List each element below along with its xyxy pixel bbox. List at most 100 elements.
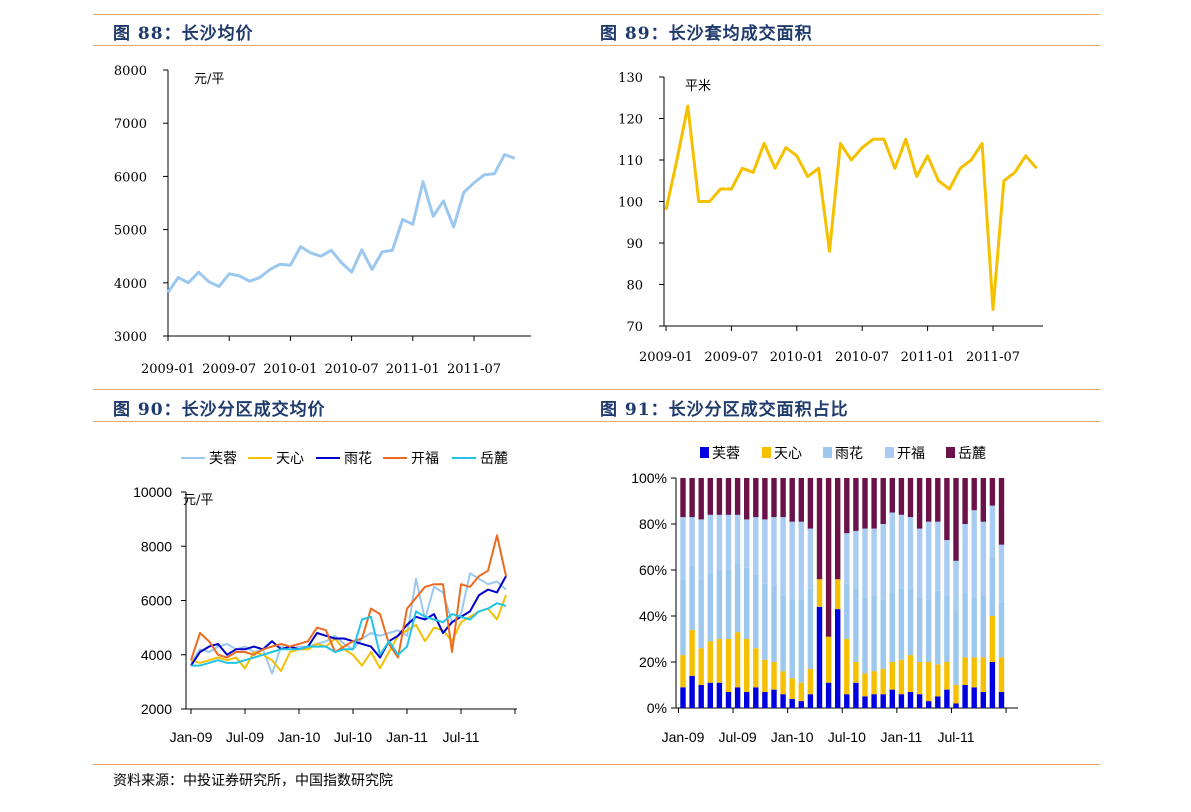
- c91-legend-swatch: [762, 447, 771, 458]
- c91-y-tick-label: 80%: [639, 516, 667, 532]
- c91-bar-3: [998, 602, 1005, 658]
- c91-bar-5: [825, 478, 832, 637]
- c91-legend-label: 芙蓉: [712, 445, 740, 462]
- c89-series-line-1: [664, 104, 1038, 311]
- c89-x-tick-label: 2010-01: [770, 350, 824, 365]
- c89-x-tick-label: 2009-01: [639, 350, 693, 365]
- c91-legend: 芙蓉 天心 雨花 开福 岳麓: [700, 445, 986, 462]
- c91-bar-5: [898, 478, 905, 515]
- c91-bar-2: [707, 641, 713, 683]
- panel-title-89: 图 89：长沙套均成交面积: [600, 24, 813, 44]
- c91-bar-5: [734, 478, 741, 515]
- c91-bar-2: [916, 662, 923, 695]
- c90-legend-label: 芙蓉: [209, 450, 237, 467]
- c91-bar-2: [944, 662, 950, 690]
- c89-x-tick-label: 2011-01: [901, 350, 955, 365]
- c91-bar-3: [707, 572, 713, 642]
- c90-legend-label: 开福: [411, 451, 439, 467]
- c91-bar-1: [880, 694, 886, 708]
- c91-bar-5: [953, 478, 959, 561]
- c91-bar-2: [871, 671, 877, 695]
- c91-bar-2: [989, 616, 996, 662]
- c91-bar-5: [680, 478, 686, 518]
- c90-x-tick-label: Jul-10: [334, 729, 372, 745]
- c91-bar-1: [807, 694, 814, 708]
- c90-legend-label: 雨花: [344, 451, 372, 467]
- c91-bar-2: [798, 682, 804, 702]
- source-note: 资料来源：中投证券研究所，中国指数研究院: [113, 773, 393, 789]
- c91-bar-1: [935, 696, 941, 708]
- c91-bar-4: [862, 528, 868, 598]
- c91-bar-1: [971, 687, 977, 708]
- c91-bar-1: [835, 609, 841, 708]
- c91-bar-2: [716, 639, 723, 683]
- c91-bar-4: [898, 514, 905, 589]
- c91-bar-1: [780, 694, 786, 708]
- c89-x-tick-label: 2010-07: [835, 350, 889, 365]
- c91-bar-5: [980, 478, 986, 522]
- c91-bar-3: [862, 597, 868, 674]
- c91-bar-3: [871, 595, 877, 672]
- c91-bar-4: [944, 540, 950, 596]
- c91-bar-1: [944, 689, 950, 708]
- c91-bar-1: [844, 694, 850, 708]
- c91-legend-label: 雨花: [835, 446, 863, 462]
- c91-bar-4: [698, 519, 704, 580]
- c91-bar-2: [789, 678, 795, 699]
- bottom-rule: [93, 764, 1100, 765]
- c91-bar-5: [771, 478, 777, 518]
- c90-series-line-5: [191, 602, 507, 667]
- c91-bar-3: [935, 590, 941, 665]
- c91-bar-1: [698, 685, 704, 708]
- c91-bar-5: [807, 478, 814, 529]
- c88-y-tick-label: 7000: [114, 117, 147, 132]
- c91-bar-4: [907, 517, 914, 589]
- c91-bar-5: [844, 478, 850, 534]
- c91-bar-4: [744, 519, 750, 568]
- c91-bar-4: [689, 517, 695, 566]
- c91-bar-4: [725, 514, 732, 570]
- c91-bar-5: [762, 478, 768, 520]
- c91-bar-1: [980, 691, 986, 708]
- c91-bar-5: [998, 478, 1005, 545]
- c90-unit-label: 元/平: [183, 493, 213, 508]
- c91-bar-5: [944, 478, 950, 541]
- c91-bar-3: [725, 570, 732, 639]
- c91-legend-swatch: [823, 447, 832, 458]
- c91-bar-4: [998, 544, 1005, 603]
- c91-bar-5: [707, 478, 713, 515]
- c91-bar-5: [789, 478, 795, 522]
- c90-x-tick-label: Jul-11: [442, 729, 479, 745]
- c91-bar-4: [980, 521, 986, 596]
- c91-chart: 0% 20% 40% 60% 80% 100% Jan-09 Jul-09 Jan-10 Jul-…: [631, 470, 1018, 745]
- c91-bar-2: [898, 659, 905, 695]
- c91-bar-1: [680, 687, 686, 708]
- c88-x-tick-label: 2009-01: [141, 362, 195, 377]
- c91-y-tick-label: 60%: [639, 562, 667, 578]
- c88-x-tick-label: 2010-01: [263, 362, 317, 377]
- c91-x-tick-label: Jan-09: [662, 729, 705, 745]
- c91-bar-5: [926, 478, 932, 522]
- c91-bar-1: [734, 687, 741, 708]
- c91-bar-3: [880, 599, 886, 669]
- c91-bar-5: [907, 478, 914, 518]
- c91-x-tick-label: Jan-10: [771, 729, 814, 745]
- mid-rule: [93, 389, 1100, 390]
- c91-bar-2: [844, 639, 850, 695]
- c91-bar-3: [853, 588, 859, 662]
- c90-y-tick-label: 4000: [141, 647, 172, 663]
- c91-bar-3: [844, 583, 850, 639]
- c91-bar-1: [716, 682, 723, 708]
- c91-bar-3: [807, 588, 814, 669]
- c91-bar-2: [725, 639, 732, 692]
- c91-bar-2: [780, 671, 786, 695]
- c90-y-tick-label: 6000: [141, 593, 172, 609]
- c90-y-tick-label: 10000: [133, 484, 172, 500]
- c91-bar-4: [953, 560, 959, 612]
- c91-bar-1: [889, 689, 895, 708]
- c91-bar-3: [680, 579, 686, 656]
- c91-bar-5: [916, 478, 923, 529]
- c91-x-tick-label: Jul-09: [719, 729, 757, 745]
- panel-title-91: 图 91：长沙分区成交面积占比: [600, 400, 849, 420]
